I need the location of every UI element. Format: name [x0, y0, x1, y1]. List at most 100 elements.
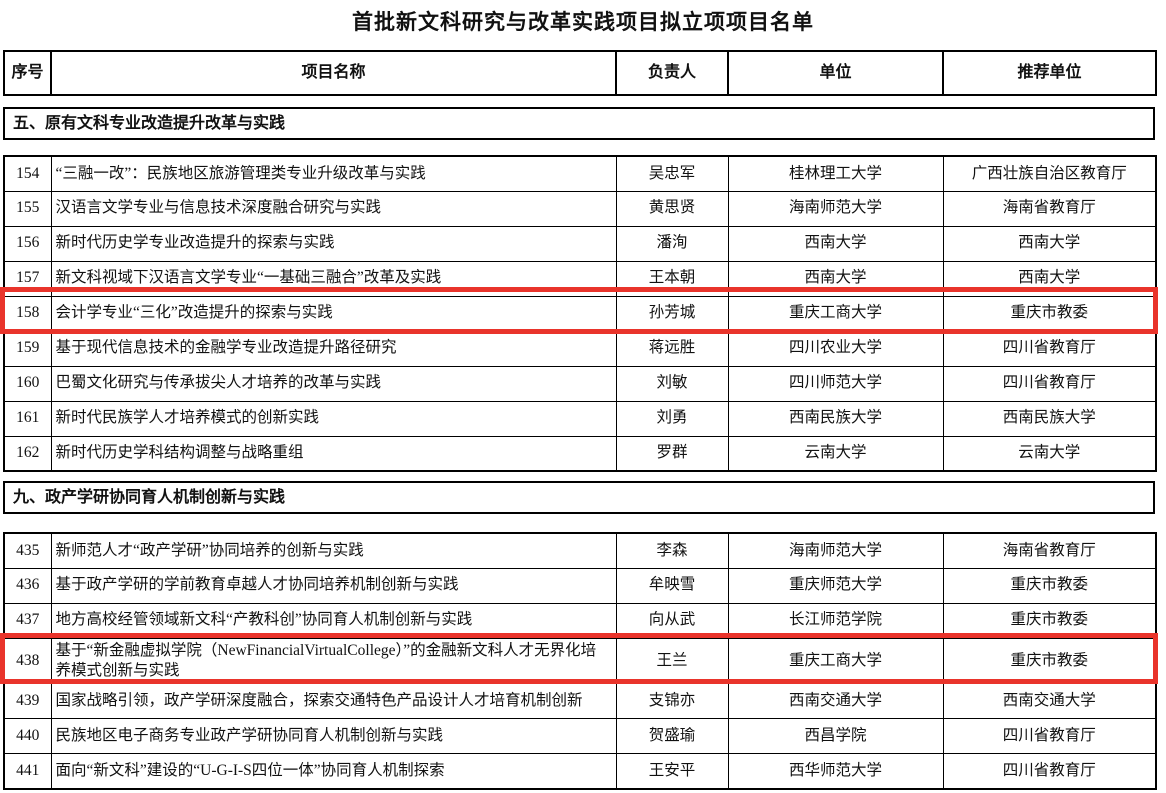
project-title: 基于政产学研的学前教育卓越人才协同培养机制创新与实践	[50, 567, 617, 604]
header-row: 序号 项目名称 负责人 单位 推荐单位	[3, 50, 1157, 96]
table-row: 439 国家战略引领，政产学研深度融合，探索交通特色产品设计人才培育机制创新 支锦亦…	[3, 683, 1157, 720]
table-row: 157 新文科视域下汉语言文学专业“一基础三融合”改革及实践 王本朝 西南大学 西南大学	[3, 260, 1157, 297]
leader-name: 支锦亦	[615, 683, 729, 720]
row-number: 154	[3, 155, 52, 192]
table-row: 158 会计学专业“三化”改造提升的探索与实践 孙芳城 重庆工商大学 重庆市教委	[3, 295, 1157, 332]
project-table-section-5: 154 “三融一改”：民族地区旅游管理类专业升级改革与实践 吴忠军 桂林理工大学 广西壮…	[3, 155, 1157, 472]
project-title: 民族地区电子商务专业政产学研协同育人机制创新与实践	[50, 718, 617, 755]
row-number: 439	[3, 683, 52, 720]
leader-name: 王兰	[615, 637, 729, 685]
row-number: 437	[3, 602, 52, 639]
unit-name: 西昌学院	[727, 718, 944, 755]
table-row: 161 新时代民族学人才培养模式的创新实践 刘勇 西南民族大学 西南民族大学	[3, 400, 1157, 437]
column-header-project-name: 项目名称	[50, 50, 617, 96]
recommender-name: 重庆市教委	[942, 295, 1157, 332]
leader-name: 刘勇	[615, 400, 729, 437]
project-title: 巴蜀文化研究与传承拔尖人才培养的改革与实践	[50, 365, 617, 402]
unit-name: 长江师范学院	[727, 602, 944, 639]
row-number: 436	[3, 567, 52, 604]
project-table-section-9: 435 新师范人才“政产学研”协同培养的创新与实践 李森 海南师范大学 海南省教育厅 43…	[3, 532, 1157, 790]
table-row: 435 新师范人才“政产学研”协同培养的创新与实践 李森 海南师范大学 海南省教育厅	[3, 532, 1157, 569]
recommender-name: 四川省教育厅	[942, 365, 1157, 402]
project-title: 新时代历史学科结构调整与战略重组	[50, 435, 617, 472]
unit-name: 西南大学	[727, 225, 944, 262]
section-heading-9: 九、政产学研协同育人机制创新与实践	[3, 481, 1155, 514]
unit-name: 重庆工商大学	[727, 295, 944, 332]
unit-name: 海南师范大学	[727, 190, 944, 227]
recommender-name: 四川省教育厅	[942, 330, 1157, 367]
leader-name: 贺盛瑜	[615, 718, 729, 755]
row-number: 435	[3, 532, 52, 569]
unit-name: 四川农业大学	[727, 330, 944, 367]
project-title: 基于“新金融虚拟学院（NewFinancialVirtualCollege）”的…	[50, 637, 617, 685]
table-row: 160 巴蜀文化研究与传承拔尖人才培养的改革与实践 刘敏 四川师范大学 四川省教育厅	[3, 365, 1157, 402]
project-title: 新文科视域下汉语言文学专业“一基础三融合”改革及实践	[50, 260, 617, 297]
unit-name: 重庆师范大学	[727, 567, 944, 604]
recommender-name: 西南交通大学	[942, 683, 1157, 720]
row-number: 440	[3, 718, 52, 755]
recommender-name: 云南大学	[942, 435, 1157, 472]
recommender-name: 西南民族大学	[942, 400, 1157, 437]
project-title: “三融一改”：民族地区旅游管理类专业升级改革与实践	[50, 155, 617, 192]
row-number: 155	[3, 190, 52, 227]
recommender-name: 西南大学	[942, 260, 1157, 297]
row-number: 160	[3, 365, 52, 402]
row-number: 162	[3, 435, 52, 472]
table-row: 437 地方高校经管领域新文科“产教科创”协同育人机制创新与实践 向从武 长江师范学院…	[3, 602, 1157, 639]
column-header-table: 序号 项目名称 负责人 单位 推荐单位	[3, 50, 1157, 96]
leader-name: 牟映雪	[615, 567, 729, 604]
table-row: 436 基于政产学研的学前教育卓越人才协同培养机制创新与实践 牟映雪 重庆师范大学 重庆…	[3, 567, 1157, 604]
leader-name: 潘洵	[615, 225, 729, 262]
recommender-name: 重庆市教委	[942, 637, 1157, 685]
leader-name: 刘敏	[615, 365, 729, 402]
row-number: 156	[3, 225, 52, 262]
table-row: 162 新时代历史学科结构调整与战略重组 罗群 云南大学 云南大学	[3, 435, 1157, 472]
recommender-name: 重庆市教委	[942, 602, 1157, 639]
unit-name: 海南师范大学	[727, 532, 944, 569]
project-title: 新师范人才“政产学研”协同培养的创新与实践	[50, 532, 617, 569]
column-header-unit: 单位	[727, 50, 944, 96]
unit-name: 西南大学	[727, 260, 944, 297]
recommender-name: 海南省教育厅	[942, 532, 1157, 569]
column-header-leader: 负责人	[615, 50, 729, 96]
leader-name: 罗群	[615, 435, 729, 472]
table-row: 154 “三融一改”：民族地区旅游管理类专业升级改革与实践 吴忠军 桂林理工大学 广西壮…	[3, 155, 1157, 192]
leader-name: 向从武	[615, 602, 729, 639]
leader-name: 李森	[615, 532, 729, 569]
unit-name: 云南大学	[727, 435, 944, 472]
leader-name: 黄思贤	[615, 190, 729, 227]
unit-name: 西南民族大学	[727, 400, 944, 437]
leader-name: 王本朝	[615, 260, 729, 297]
unit-name: 西华师范大学	[727, 753, 944, 790]
unit-name: 西南交通大学	[727, 683, 944, 720]
project-title: 基于现代信息技术的金融学专业改造提升路径研究	[50, 330, 617, 367]
leader-name: 蒋远胜	[615, 330, 729, 367]
column-header-recommender: 推荐单位	[942, 50, 1157, 96]
table-row: 156 新时代历史学专业改造提升的探索与实践 潘洵 西南大学 西南大学	[3, 225, 1157, 262]
recommender-name: 西南大学	[942, 225, 1157, 262]
project-title: 面向“新文科”建设的“U-G-I-S四位一体”协同育人机制探索	[50, 753, 617, 790]
table-row: 155 汉语言文学专业与信息技术深度融合研究与实践 黄思贤 海南师范大学 海南省教育厅	[3, 190, 1157, 227]
column-header-number: 序号	[3, 50, 52, 96]
project-title: 会计学专业“三化”改造提升的探索与实践	[50, 295, 617, 332]
leader-name: 孙芳城	[615, 295, 729, 332]
leader-name: 吴忠军	[615, 155, 729, 192]
project-title: 新时代民族学人才培养模式的创新实践	[50, 400, 617, 437]
recommender-name: 四川省教育厅	[942, 718, 1157, 755]
row-number: 438	[3, 637, 52, 685]
row-number: 158	[3, 295, 52, 332]
row-number: 159	[3, 330, 52, 367]
table-row: 441 面向“新文科”建设的“U-G-I-S四位一体”协同育人机制探索 王安平 西华师…	[3, 753, 1157, 790]
recommender-name: 广西壮族自治区教育厅	[942, 155, 1157, 192]
row-number: 441	[3, 753, 52, 790]
table-row: 438 基于“新金融虚拟学院（NewFinancialVirtualCollege…	[3, 637, 1157, 685]
section-heading-5: 五、原有文科专业改造提升改革与实践	[3, 107, 1155, 140]
project-title: 新时代历史学专业改造提升的探索与实践	[50, 225, 617, 262]
table-row: 159 基于现代信息技术的金融学专业改造提升路径研究 蒋远胜 四川农业大学 四川省教育厅	[3, 330, 1157, 367]
table-row: 440 民族地区电子商务专业政产学研协同育人机制创新与实践 贺盛瑜 西昌学院 四川省教育…	[3, 718, 1157, 755]
page-title: 首批新文科研究与改革实践项目拟立项项目名单	[352, 10, 814, 34]
recommender-name: 四川省教育厅	[942, 753, 1157, 790]
unit-name: 四川师范大学	[727, 365, 944, 402]
row-number: 157	[3, 260, 52, 297]
unit-name: 桂林理工大学	[727, 155, 944, 192]
